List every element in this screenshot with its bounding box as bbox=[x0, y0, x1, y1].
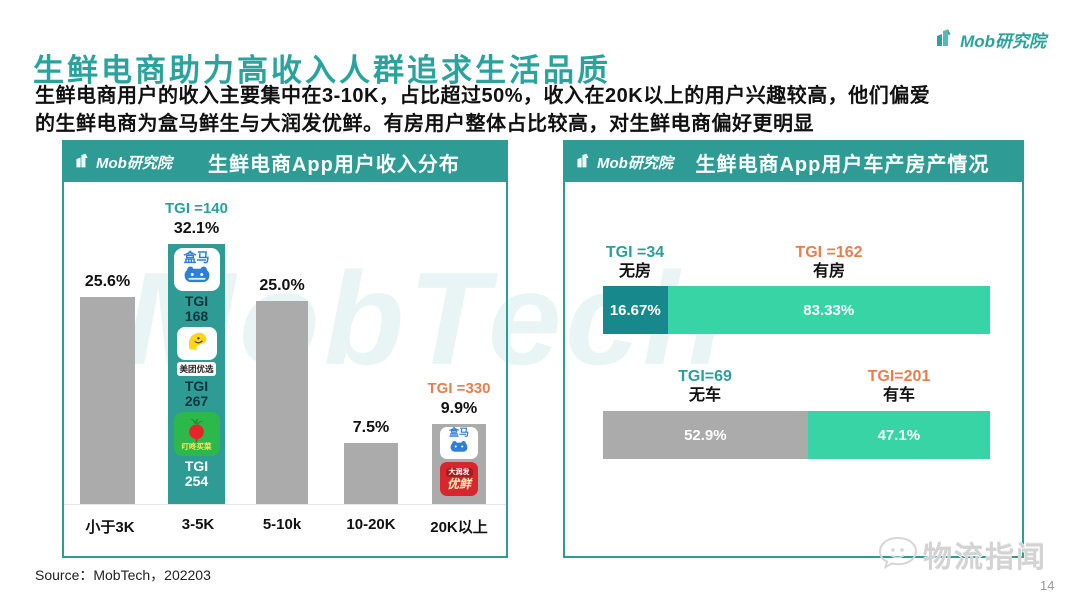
income-bar-under3k: 25.6% bbox=[80, 182, 135, 504]
rtmart-name: 优鲜 bbox=[446, 476, 471, 491]
meituan-kangaroo-icon bbox=[188, 332, 206, 350]
description: 生鲜电商用户的收入主要集中在3-10K，占比超过50%，收入在20K以上的用户兴… bbox=[35, 82, 1050, 138]
no-house-label-block: TGI =34 无房 bbox=[550, 244, 720, 282]
hema-hippo-icon bbox=[184, 266, 209, 283]
no-house-tgi: TGI =34 bbox=[605, 244, 665, 261]
no-house-segment: 16.67% bbox=[603, 286, 668, 334]
panel-brand-logo: Mob研究院 bbox=[74, 151, 172, 174]
value-label: 25.0% bbox=[259, 277, 305, 294]
tgi-number: 168 bbox=[184, 308, 209, 324]
rtmart-ribbon: 大润发 bbox=[445, 467, 473, 477]
income-bar-over20k: TGI =330 9.9% 盒马 bbox=[428, 182, 490, 504]
income-chart-body: 25.6% TGI =140 32.1% 盒马 bbox=[64, 182, 506, 556]
tgi-text: TGI bbox=[184, 378, 209, 394]
has-car-value: 47.1% bbox=[877, 426, 921, 444]
bar bbox=[80, 297, 135, 504]
panel-brand-name: Mob研究院 bbox=[597, 154, 673, 172]
income-chart-panel: Mob研究院 生鲜电商App用户收入分布 25.6% TGI =140 32.1… bbox=[62, 140, 508, 558]
logistics-watermark: 物流指闻 bbox=[878, 534, 1047, 576]
has-house-label: 有房 bbox=[812, 263, 845, 280]
value-label: 25.6% bbox=[84, 273, 131, 290]
no-house-label: 无房 bbox=[618, 263, 651, 280]
page-title: 生鲜电商助力高收入人群追求生活品质 bbox=[33, 52, 611, 88]
hema-hippo-icon bbox=[450, 441, 468, 452]
hema-app-name: 盒马 bbox=[449, 428, 469, 439]
has-house-label-block: TGI =162 有房 bbox=[744, 244, 914, 282]
income-bar-5-10k: 25.0% bbox=[256, 182, 308, 504]
brand-logo: Mob研究院 bbox=[934, 26, 1046, 53]
dingdong-tgi: TGI 254 bbox=[185, 459, 208, 489]
asset-chart-title: 生鲜电商App用户车产房产情况 bbox=[695, 153, 990, 176]
income-panel-header: Mob研究院 生鲜电商App用户收入分布 bbox=[64, 142, 506, 182]
dingdong-radish-icon bbox=[188, 418, 204, 442]
description-line-1: 生鲜电商用户的收入主要集中在3-10K，占比超过50%，收入在20K以上的用户兴… bbox=[35, 85, 931, 107]
value-label: 32.1% bbox=[173, 220, 220, 237]
brand-name: Mob研究院 bbox=[960, 32, 1046, 51]
no-car-tgi: TGI=69 bbox=[678, 368, 732, 385]
tgi-text: TGI bbox=[184, 293, 209, 309]
logistics-watermark-text: 物流指闻 bbox=[923, 542, 1048, 574]
has-car-tgi: TGI=201 bbox=[867, 368, 931, 385]
panel-brand-logo: Mob研究院 bbox=[575, 151, 673, 174]
tgi-text: TGI bbox=[184, 458, 209, 474]
value-label: 7.5% bbox=[352, 419, 390, 436]
bar-highlighted: 盒马 TGI 168 bbox=[168, 244, 225, 504]
meituan-tgi: TGI 267 bbox=[185, 379, 208, 409]
asset-chart-panel: Mob研究院 生鲜电商App用户车产房产情况 TGI =34 无房 TGI =1… bbox=[563, 140, 1024, 558]
hema-app-icon: 盒马 bbox=[173, 248, 220, 291]
mob-building-icon bbox=[575, 151, 593, 174]
description-line-2: 的生鲜电商为盒马鲜生与大润发优鲜。有房用户整体占比较高，对生鲜电商偏好更明显 bbox=[35, 113, 814, 135]
has-house-value: 83.33% bbox=[803, 301, 855, 319]
meituan-youxuan-app-icon bbox=[176, 327, 217, 360]
tgi-label: TGI =140 bbox=[165, 200, 228, 217]
tgi-number: 267 bbox=[184, 393, 209, 409]
no-car-value: 52.9% bbox=[684, 426, 727, 444]
hema-app-name: 盒马 bbox=[183, 250, 210, 265]
mob-building-icon bbox=[934, 26, 956, 53]
value-label: 9.9% bbox=[440, 400, 478, 417]
hema-tgi: TGI 168 bbox=[185, 294, 208, 324]
rtmart-youxian-app-icon: 大润发 优鲜 bbox=[440, 462, 478, 496]
x-label-10-20k: 10-20K bbox=[346, 516, 396, 533]
tgi-label: TGI =330 bbox=[427, 380, 491, 397]
mascot-bubble-icon bbox=[878, 536, 918, 575]
no-car-label: 无车 bbox=[688, 387, 721, 404]
has-car-segment: 47.1% bbox=[807, 411, 990, 459]
asset-panel-header: Mob研究院 生鲜电商App用户车产房产情况 bbox=[565, 142, 1022, 182]
no-car-segment: 52.9% bbox=[603, 411, 808, 459]
no-house-value: 16.67% bbox=[609, 301, 661, 319]
car-stacked-bar: 52.9% 47.1% bbox=[603, 411, 990, 459]
x-label-over20k: 20K以上 bbox=[430, 519, 488, 536]
income-bars-area: 25.6% TGI =140 32.1% 盒马 bbox=[64, 182, 506, 505]
income-bar-10-20k: 7.5% bbox=[344, 182, 398, 504]
income-bar-3-5k: TGI =140 32.1% 盒马 bbox=[165, 182, 228, 504]
x-label-3-5k: 3-5K bbox=[181, 516, 215, 533]
dingdong-label: 叮咚买菜 bbox=[181, 441, 212, 451]
has-car-label: 有车 bbox=[882, 387, 915, 404]
has-car-label-block: TGI=201 有车 bbox=[814, 368, 984, 406]
has-house-tgi: TGI =162 bbox=[795, 244, 863, 261]
asset-chart-body: TGI =34 无房 TGI =162 有房 16.67% 83.33% TGI… bbox=[565, 182, 1022, 556]
panel-brand-name: Mob研究院 bbox=[96, 154, 172, 172]
income-chart-title: 生鲜电商App用户收入分布 bbox=[207, 153, 460, 176]
x-label-5-10k: 5-10k bbox=[262, 516, 302, 533]
mob-building-icon bbox=[74, 151, 92, 174]
x-label-under3k: 小于3K bbox=[85, 519, 135, 536]
tgi-number: 254 bbox=[184, 473, 209, 489]
hema-app-icon: 盒马 bbox=[440, 427, 478, 459]
meituan-youxuan-label: 美团优选 bbox=[177, 362, 216, 376]
over20k-app-icons: 盒马 大润发 优鲜 bbox=[432, 424, 486, 496]
dingdong-app-icon: 叮咚买菜 bbox=[173, 412, 220, 456]
page-number: 14 bbox=[1040, 578, 1055, 593]
source-note: Source：MobTech，202203 bbox=[35, 567, 211, 583]
bar bbox=[256, 301, 308, 504]
bar-with-apps: 盒马 大润发 优鲜 bbox=[432, 424, 486, 504]
housing-stacked-bar: 16.67% 83.33% bbox=[603, 286, 990, 334]
has-house-segment: 83.33% bbox=[667, 286, 990, 334]
bar bbox=[344, 443, 398, 504]
no-car-label-block: TGI=69 无车 bbox=[620, 368, 790, 406]
